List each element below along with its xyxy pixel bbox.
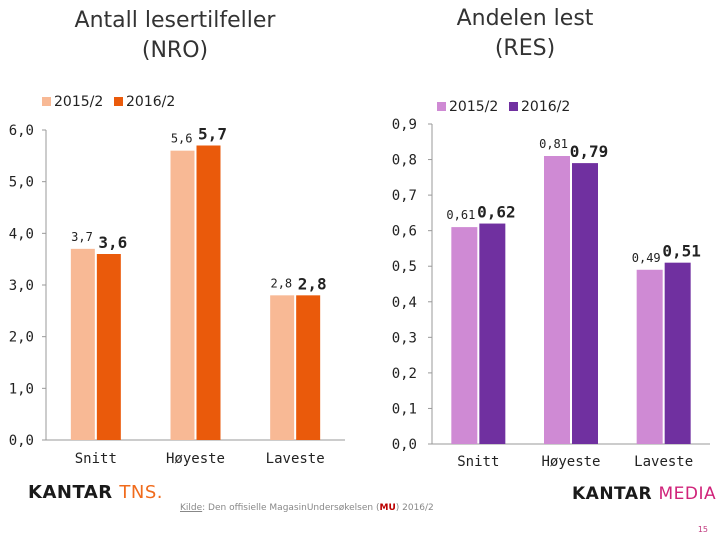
bar-2016-2 (96, 254, 121, 440)
y-tick-label: 1,0 (9, 381, 34, 397)
legend-label: 2015/2 (449, 99, 498, 115)
y-tick-label: 0,3 (392, 330, 417, 346)
category-label: Høyeste (166, 451, 225, 467)
source-note: Kilde: Den offisielle MagasinUndersøkels… (180, 503, 434, 513)
y-tick-label: 0,0 (9, 433, 34, 449)
data-label: 5,6 (171, 132, 193, 146)
y-tick-label: 0,9 (392, 117, 417, 133)
y-tick-label: 0,0 (392, 437, 417, 453)
logo-text: KANTAR (28, 482, 113, 503)
bar-2016-2 (196, 145, 221, 440)
chart-title-nro: Antall lesertilfeller (NRO) (40, 6, 310, 66)
y-tick-label: 4,0 (9, 226, 34, 242)
source-label: Kilde (180, 503, 203, 513)
y-tick-label: 6,0 (9, 123, 34, 139)
y-tick-label: 0,5 (392, 259, 417, 275)
category-label: Snitt (75, 451, 117, 467)
logo-accent-text: MEDIA (658, 484, 717, 504)
chart-title-line: Antall lesertilfeller (74, 8, 276, 33)
kantar-media-logo: KANTAR MEDIA (572, 484, 716, 504)
data-label: 0,61 (446, 208, 475, 222)
data-label: 0,51 (662, 242, 701, 261)
bar-2016-2 (479, 223, 506, 444)
bar-2015-2 (636, 269, 663, 444)
bar-2015-2 (270, 295, 295, 440)
data-label: 2,8 (298, 274, 327, 293)
bar-2016-2 (296, 295, 321, 440)
data-label: 3,6 (98, 233, 127, 252)
legend-swatch (437, 102, 446, 111)
logo-accent-text: TNS. (119, 482, 164, 503)
y-tick-label: 3,0 (9, 278, 34, 294)
chart-title-line: Andelen lest (456, 6, 594, 31)
y-tick-label: 0,7 (392, 188, 417, 204)
y-tick-label: 0,1 (392, 401, 417, 417)
category-label: Snitt (457, 454, 499, 470)
legend-label: 2015/2 (54, 94, 103, 110)
y-tick-label: 2,0 (9, 330, 34, 346)
y-tick-label: 0,6 (392, 224, 417, 240)
bar-2015-2 (70, 248, 95, 440)
bar-2016-2 (664, 262, 691, 444)
data-label: 5,7 (198, 125, 227, 144)
legend-label: 2016/2 (126, 94, 175, 110)
data-label: 3,7 (71, 230, 93, 244)
y-tick-label: 0,4 (392, 295, 417, 311)
bar-2015-2 (170, 150, 195, 440)
logo-text: KANTAR (572, 484, 653, 504)
source-text: : Den offisielle MagasinUndersøkelsen ( (202, 503, 380, 513)
y-tick-label: 0,8 (392, 153, 417, 169)
chart-title-line: (RES) (494, 36, 556, 61)
category-label: Høyeste (541, 454, 600, 470)
category-label: Laveste (266, 451, 325, 467)
kantar-tns-logo: KANTAR TNS. (28, 482, 163, 503)
page-number: 15 (697, 525, 708, 534)
y-tick-label: 5,0 (9, 175, 34, 191)
bar-2016-2 (572, 163, 598, 444)
data-label: 0,81 (539, 137, 568, 151)
data-label: 0,79 (570, 142, 609, 161)
legend-swatch (114, 97, 123, 106)
category-label: Laveste (634, 454, 693, 470)
chart-title-res: Andelen lest (RES) (400, 4, 650, 64)
chart-title-line: (NRO) (141, 38, 209, 63)
source-mu: MU (379, 503, 396, 513)
legend-swatch (509, 102, 518, 111)
legend-label: 2016/2 (521, 99, 570, 115)
y-tick-label: 0,2 (392, 366, 417, 382)
data-label: 2,8 (270, 276, 292, 290)
source-end: ) 2016/2 (395, 503, 434, 513)
bar-2015-2 (451, 227, 478, 444)
data-label: 0,49 (632, 251, 661, 265)
bar-2015-2 (544, 156, 570, 444)
legend-swatch (42, 97, 51, 106)
data-label: 0,62 (477, 203, 516, 222)
